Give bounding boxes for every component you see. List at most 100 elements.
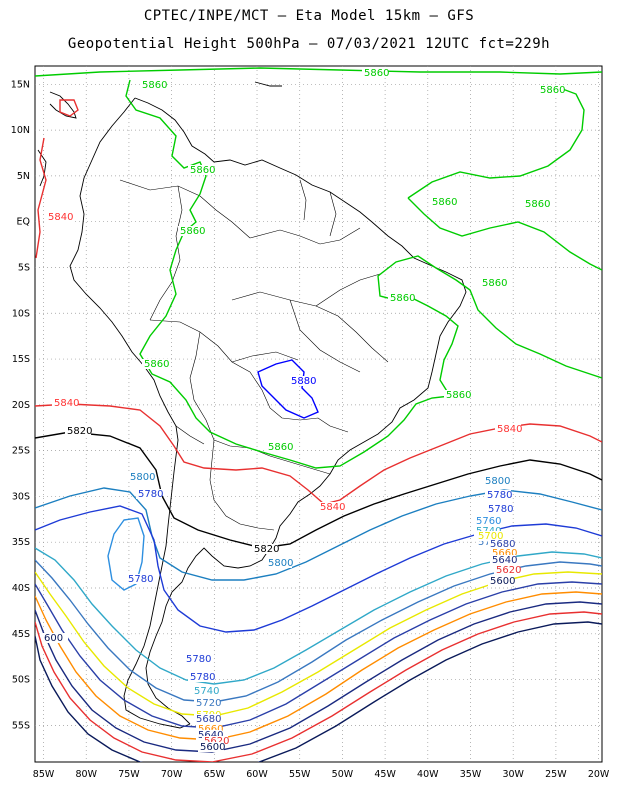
map-subtitle: Geopotential Height 500hPa – 07/03/2021 … — [67, 36, 551, 52]
lat-tick-label: 20S — [12, 400, 30, 411]
contour-label-bg — [362, 68, 388, 78]
contour-label-bg — [188, 165, 214, 175]
contour-label: 5860 — [432, 197, 457, 208]
contour-5860 — [407, 197, 602, 271]
contour-label-bg — [178, 226, 204, 236]
contour-label-bg — [196, 724, 222, 734]
lat-tick-label: 55S — [12, 720, 30, 731]
contour-label: 5880 — [291, 376, 316, 387]
lon-tick-label: 80W — [75, 769, 97, 780]
contour-label-bg — [42, 633, 68, 643]
country-borders — [119, 179, 389, 531]
contour-5860 — [407, 85, 585, 199]
contour-label: 5620 — [204, 736, 229, 747]
contour-label: 5780 — [186, 654, 211, 665]
lat-tick-label: 30S — [12, 491, 30, 502]
contour-label-bg — [538, 85, 564, 95]
lon-tick-label: 55W — [289, 769, 311, 780]
lat-tick-label: 10S — [12, 308, 30, 319]
contour-label: 5660 — [492, 548, 517, 559]
contour-label-bg — [486, 504, 512, 514]
contour-label: 5860 — [540, 85, 565, 96]
contour-label: 5760 — [476, 516, 501, 527]
contour-5680 — [35, 581, 602, 729]
contour-label-bg — [490, 555, 516, 565]
contour-label-bg — [388, 293, 414, 303]
contour-label-bg — [266, 442, 292, 452]
lon-tick-label: 75W — [118, 769, 140, 780]
contour-label-bg — [188, 672, 214, 682]
contour-label-bg — [194, 714, 220, 724]
contour-label-bg — [490, 548, 516, 558]
contour-label: 5640 — [492, 555, 517, 566]
contour-label: 5700 — [478, 531, 503, 542]
contour-label-bg — [483, 476, 509, 486]
contour-label: 5860 — [364, 68, 389, 79]
contour-label: 5820 — [254, 544, 279, 555]
lon-tick-label: 25W — [545, 769, 567, 780]
contour-label: 5780 — [487, 490, 512, 501]
contour-label-bg — [485, 490, 511, 500]
contour-label: 5740 — [194, 686, 219, 697]
contour-label-bg — [184, 654, 210, 664]
lat-tick-label: 10N — [11, 125, 30, 136]
lon-tick-label: 35W — [460, 769, 482, 780]
contour-label-bg — [289, 376, 315, 386]
contour-labels: 5860 5860 5860 5860 5860 5860 5860 5860 5860 5860… — [42, 68, 565, 753]
axis-tick-labels: 85W 80W 75W 70W 65W 60W 55W 50W 45W 40W 35W 30W 25W 2… — [11, 79, 610, 780]
contour-label-bg — [444, 390, 470, 400]
contour-label-bg — [196, 730, 222, 740]
contour-label: 5720 — [196, 698, 221, 709]
contour-label-bg — [142, 359, 168, 369]
contour-label: 5680 — [196, 714, 221, 725]
contour-label: 5860 — [446, 390, 471, 401]
contour-5620 — [35, 611, 602, 762]
coastline — [37, 81, 467, 729]
contour-label: 5860 — [482, 278, 507, 289]
contour-label: 5780 — [190, 672, 215, 683]
lat-tick-label: 15N — [11, 79, 30, 90]
contour-label-bg — [494, 565, 520, 575]
contour-label: 5860 — [390, 293, 415, 304]
contour-label-bg — [202, 736, 228, 746]
contour-label: 5640 — [198, 730, 223, 741]
contour-label-bg — [136, 489, 162, 499]
lon-tick-label: 30W — [502, 769, 524, 780]
contour-label-bg — [476, 531, 502, 541]
lat-tick-label: 40S — [12, 583, 30, 594]
contour-label: 5840 — [48, 212, 73, 223]
contour-label-bg — [488, 539, 514, 549]
contour-label-bg — [128, 472, 154, 482]
contour-label: 5780 — [128, 574, 153, 585]
contour-label: 5800 — [268, 558, 293, 569]
lat-tick-label: 15S — [12, 354, 30, 365]
contour-5660 — [35, 591, 602, 741]
contour-label: 5600 — [200, 742, 225, 753]
lon-tick-label: 70W — [161, 769, 183, 780]
contour-5860 — [377, 255, 602, 397]
contour-label: 5860 — [525, 199, 550, 210]
lon-tick-label: 50W — [332, 769, 354, 780]
contour-label-bg — [140, 80, 166, 90]
contour-label: 5820 — [67, 426, 92, 437]
lon-tick-label: 60W — [246, 769, 268, 780]
contour-5600 — [35, 621, 602, 762]
contour-label: 5800 — [130, 472, 155, 483]
contour-label: 5840 — [54, 398, 79, 409]
lat-tick-label: 5N — [17, 171, 30, 182]
contour-label: 5620 — [496, 565, 521, 576]
contour-5780 — [107, 517, 145, 591]
lat-tick-label: 25S — [12, 446, 30, 457]
contour-5840 — [35, 137, 47, 259]
contour-label: 5840 — [320, 502, 345, 513]
contour-label-bg — [46, 212, 72, 222]
lon-tick-label: 45W — [374, 769, 396, 780]
lat-tick-label: 5S — [18, 262, 30, 273]
contour-label: 5860 — [268, 442, 293, 453]
contour-label: 5840 — [497, 424, 522, 435]
contour-5640 — [35, 601, 602, 753]
lat-tick-label: 35S — [12, 537, 30, 548]
contour-label: 5800 — [485, 476, 510, 487]
contour-label-bg — [52, 398, 78, 408]
contour-label: 5860 — [190, 165, 215, 176]
